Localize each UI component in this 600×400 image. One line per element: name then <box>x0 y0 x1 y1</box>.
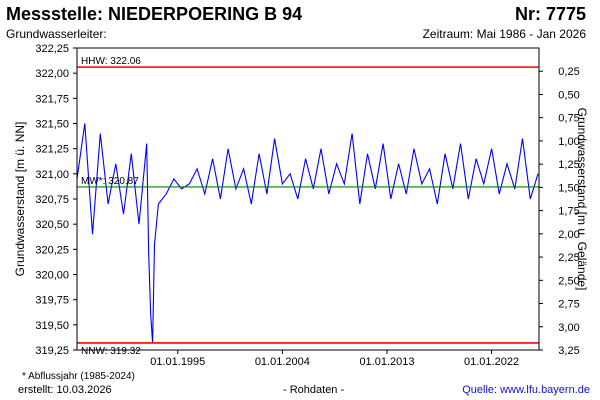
left-tick-label: 321,50 <box>35 119 69 131</box>
station-number: Nr: 7775 <box>514 4 586 24</box>
right-tick-label: 2,75 <box>558 299 579 311</box>
right-tick-label: 3,25 <box>558 345 579 357</box>
left-tick-label: 319,75 <box>35 295 69 307</box>
x-tick-label: 01.01.1995 <box>150 356 205 368</box>
period-label: Zeitraum: Mai 1986 - Jan 2026 <box>422 27 586 41</box>
right-tick-label: 0,75 <box>558 113 579 125</box>
right-tick-label: 1,00 <box>558 136 579 148</box>
left-axis-ticks: 322,25 322,00 321,75 321,50 321,25 321,00 320,… <box>35 43 77 357</box>
left-tick-label: 320,25 <box>35 244 69 256</box>
x-tick-label: 01.01.2013 <box>359 356 414 368</box>
reference-lines: HHW: 322.06 MW*: 320.87 NNW: 319.32 <box>77 56 539 357</box>
left-tick-label: 319,50 <box>35 320 69 332</box>
page-title: Messstelle: NIEDERPOERING B 94 <box>6 4 303 24</box>
footnote: * Abflussjahr (1985-2024) <box>22 371 135 382</box>
plot-frame <box>76 47 540 351</box>
series-line <box>76 123 539 344</box>
reference-line-label: HHW: 322.06 <box>81 56 141 67</box>
reference-line-label: MW*: 320.87 <box>81 176 139 187</box>
series-layer <box>76 123 539 344</box>
right-tick-label: 3,00 <box>558 322 579 334</box>
raw-data-note: - Rohdaten - <box>283 384 345 396</box>
right-tick-label: 1,75 <box>558 206 579 218</box>
left-tick-label: 321,00 <box>35 169 69 181</box>
left-tick-label: 321,75 <box>35 93 69 105</box>
right-tick-label: 2,50 <box>558 275 579 287</box>
left-tick-label: 321,25 <box>35 144 69 156</box>
right-tick-label: 0,50 <box>558 89 579 101</box>
source-link[interactable]: Quelle: www.lfu.bayern.de <box>462 384 590 396</box>
right-tick-label: 2,25 <box>558 252 579 264</box>
left-tick-label: 319,25 <box>35 345 69 357</box>
left-tick-label: 320,00 <box>35 270 69 282</box>
reference-line-label: NNW: 319.32 <box>81 346 141 357</box>
left-tick-label: 320,50 <box>35 219 69 231</box>
right-tick-label: 1,50 <box>558 182 579 194</box>
x-axis-ticks: 01.01.1995 01.01.2004 01.01.2013 01.01.2022 <box>150 350 519 368</box>
left-tick-label: 322,25 <box>35 43 69 55</box>
aquifer-label: Grundwasserleiter: <box>6 27 107 41</box>
created-date: erstellt: 10.03.2026 <box>18 384 112 396</box>
right-tick-label: 1,25 <box>558 159 579 171</box>
left-tick-label: 320,75 <box>35 194 69 206</box>
right-axis-label: Grundwasserstand [m u. Gelände] <box>575 108 589 291</box>
right-tick-label: 0,25 <box>558 66 579 78</box>
left-tick-label: 322,00 <box>35 68 69 80</box>
right-axis-ticks: 0,25 0,50 0,75 1,00 1,25 1,50 1,75 2,00 2,25 2,50… <box>539 66 580 357</box>
left-axis-label: Grundwasserstand [m ü. NN] <box>13 122 27 277</box>
right-tick-label: 2,00 <box>558 229 579 241</box>
x-tick-label: 01.01.2022 <box>464 356 519 368</box>
x-tick-label: 01.01.2004 <box>255 356 310 368</box>
